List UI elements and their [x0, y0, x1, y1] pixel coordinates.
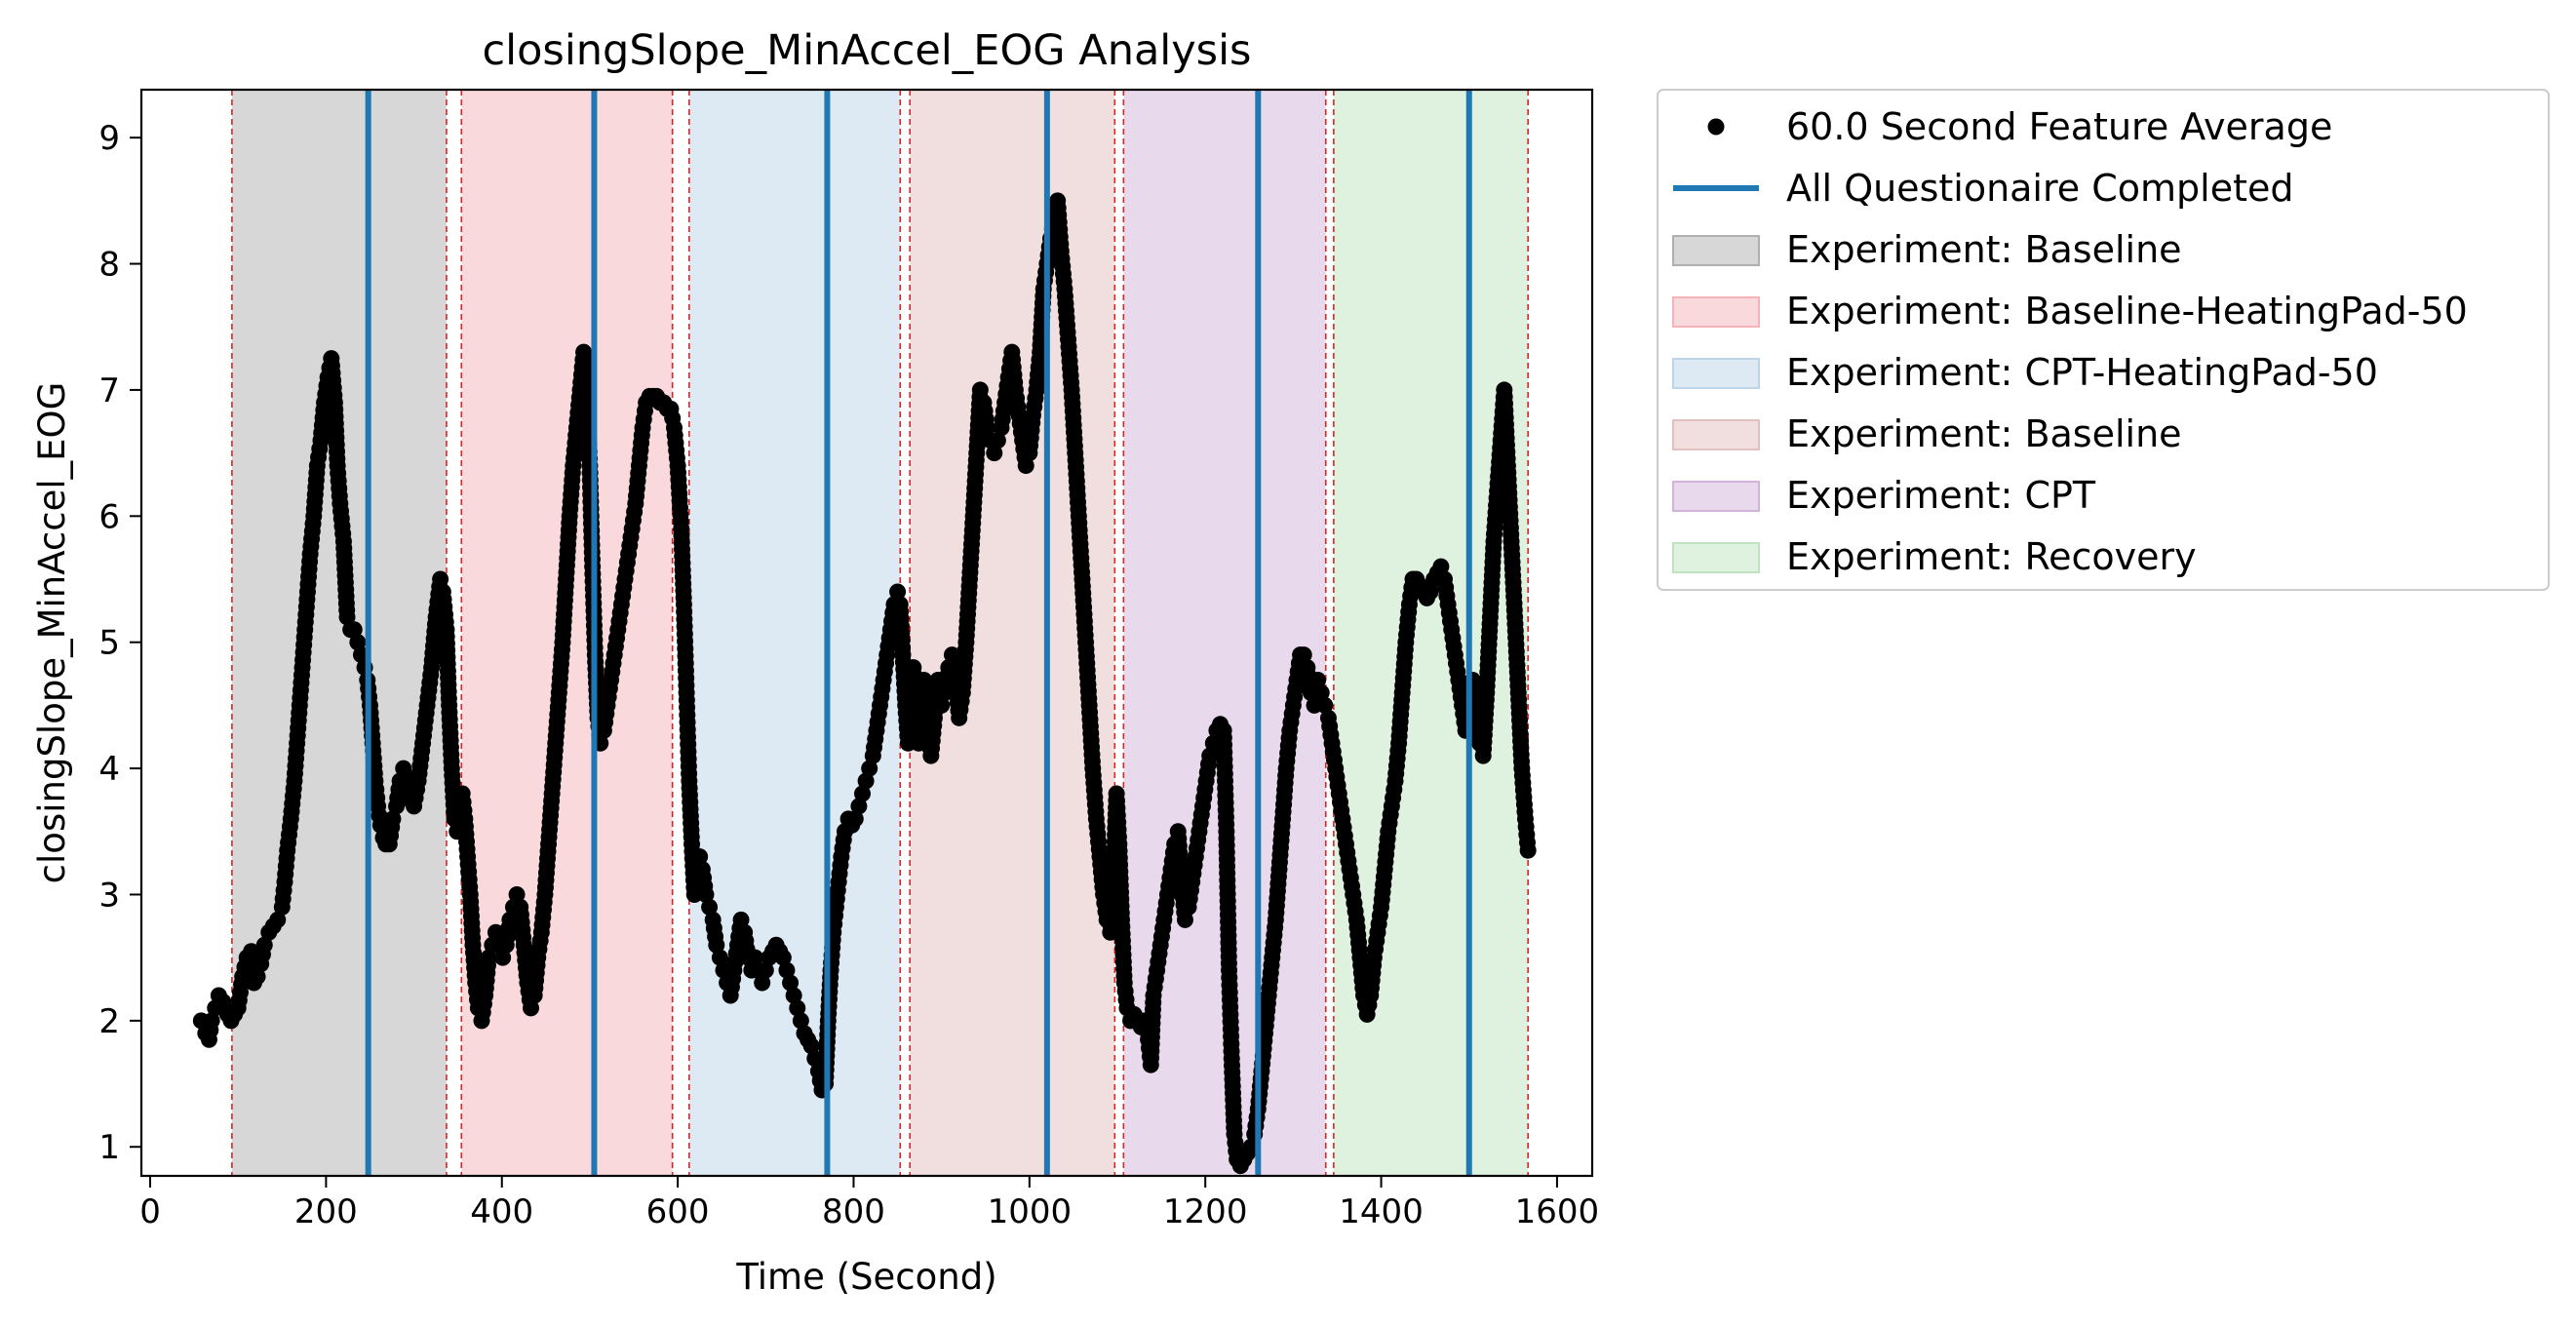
y-tick-label-6: 7	[98, 371, 120, 410]
chart-title: closingSlope_MinAccel_EOG Analysis	[483, 26, 1252, 75]
y-axis-ticks: 1 2 3 4 5 6 7 8 9	[98, 119, 141, 1167]
experiment-span-0	[231, 90, 447, 1176]
x-tick-label-2: 400	[470, 1192, 533, 1231]
experiment-spans	[231, 90, 1529, 1176]
data-point	[757, 961, 774, 979]
data-point	[971, 381, 989, 399]
data-point	[480, 949, 497, 966]
data-point	[1017, 457, 1034, 475]
data-point	[857, 772, 875, 790]
x-tick-label-6: 1200	[1163, 1192, 1248, 1231]
legend-label-4: Experiment: CPT-HeatingPad-50	[1786, 351, 2378, 394]
data-point	[789, 999, 806, 1017]
data-point	[1176, 911, 1193, 928]
legend-label-3: Experiment: Baseline-HeatingPad-50	[1786, 290, 2468, 332]
data-point	[802, 1037, 820, 1055]
data-point	[1312, 683, 1330, 701]
data-point	[1316, 696, 1334, 714]
data-point	[746, 949, 763, 966]
data-point	[432, 570, 449, 588]
x-tick-label-0: 0	[139, 1192, 161, 1231]
data-point	[508, 885, 526, 903]
data-point	[1519, 841, 1537, 859]
x-tick-label-1: 200	[294, 1192, 358, 1231]
x-axis-ticks: 0 200 400 600 800 1000 1200 1400 1600	[139, 1176, 1599, 1231]
legend: 60.0 Second Feature Average All Questiona…	[1657, 89, 2550, 591]
questionnaire-lines	[365, 90, 1472, 1176]
data-point	[349, 634, 367, 651]
legend-label-5: Experiment: Baseline	[1786, 412, 2182, 455]
y-tick-label-1: 2	[98, 1002, 120, 1041]
data-point	[345, 621, 363, 639]
data-point	[697, 885, 715, 903]
data-point	[255, 936, 273, 954]
data-point	[774, 949, 792, 966]
legend-patch-3	[1672, 296, 1760, 328]
x-tick-label-7: 1400	[1339, 1192, 1424, 1231]
data-point	[889, 583, 907, 601]
data-point	[269, 911, 287, 928]
data-point	[711, 949, 728, 966]
y-tick-label-5: 6	[98, 497, 120, 536]
feature-average-points	[192, 192, 1537, 1175]
legend-label-2: Experiment: Baseline	[1786, 228, 2182, 271]
legend-label-0: 60.0 Second Feature Average	[1786, 105, 2332, 148]
span-boundary-lines	[231, 90, 1529, 1176]
legend-label-1: All Questionaire Completed	[1786, 167, 2294, 210]
legend-patch-5	[1672, 419, 1760, 450]
y-axis-label: closingSlope_MinAccel_EOG	[31, 382, 73, 884]
data-point	[338, 608, 356, 626]
data-point	[853, 785, 871, 802]
y-tick-label-0: 1	[98, 1128, 120, 1167]
data-point	[203, 1012, 220, 1030]
data-point	[986, 445, 1003, 462]
x-axis-label: Time (Second)	[735, 1256, 996, 1298]
data-point	[691, 848, 709, 866]
data-point	[1422, 583, 1439, 601]
data-point	[1432, 558, 1450, 575]
data-point	[1201, 747, 1219, 764]
y-tick-label-3: 4	[98, 750, 120, 789]
x-tick-label-4: 800	[822, 1192, 885, 1231]
data-point	[523, 999, 540, 1017]
data-point	[754, 974, 771, 992]
data-point	[989, 432, 1006, 449]
data-point	[861, 760, 878, 777]
legend-marker-0	[1707, 118, 1725, 136]
data-point	[1309, 672, 1327, 689]
data-point	[249, 968, 266, 986]
data-point	[846, 810, 864, 828]
y-tick-label-2: 3	[98, 876, 120, 915]
legend-label-6: Experiment: CPT	[1786, 474, 2096, 517]
data-point	[384, 810, 402, 828]
y-tick-label-4: 5	[98, 624, 120, 663]
legend-patch-4	[1672, 358, 1760, 389]
data-point	[732, 911, 750, 928]
data-point	[701, 898, 719, 916]
legend-patch-7	[1672, 542, 1760, 573]
x-tick-label-3: 600	[646, 1192, 710, 1231]
legend-patch-2	[1672, 235, 1760, 266]
data-point	[494, 949, 512, 966]
x-tick-label-5: 1000	[988, 1192, 1073, 1231]
data-point	[979, 419, 996, 437]
y-tick-label-8: 9	[98, 119, 120, 158]
data-point	[778, 961, 796, 979]
x-tick-label-8: 1600	[1515, 1192, 1600, 1231]
data-point	[782, 974, 800, 992]
data-point	[215, 993, 232, 1010]
legend-box	[1657, 89, 2550, 591]
plot-frame	[139, 88, 1594, 1178]
legend-label-7: Experiment: Recovery	[1786, 535, 2197, 578]
y-tick-label-7: 8	[98, 246, 120, 285]
data-point	[933, 696, 951, 714]
data-point	[1295, 646, 1312, 664]
legend-patch-6	[1672, 481, 1760, 512]
data-point	[792, 1012, 809, 1030]
data-point	[708, 936, 725, 954]
data-point	[785, 987, 802, 1004]
data-point	[850, 798, 868, 815]
